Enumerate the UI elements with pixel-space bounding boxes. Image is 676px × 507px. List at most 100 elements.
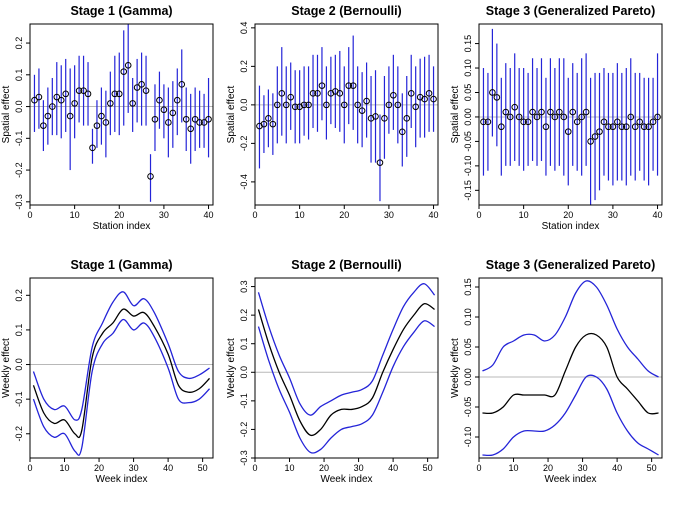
estimate-point xyxy=(498,123,505,131)
estimate-point xyxy=(71,100,78,107)
y-tick-label: 0.05 xyxy=(463,84,473,102)
estimate-line xyxy=(32,308,211,439)
estimate-point xyxy=(107,100,114,107)
plot-frame xyxy=(254,23,439,206)
estimate-point xyxy=(124,61,132,69)
estimate-point xyxy=(587,138,594,145)
estimate-point xyxy=(349,82,357,89)
y-tick-label: -0.3 xyxy=(14,194,24,210)
estimate-point xyxy=(654,113,661,121)
x-tick-label: 20 xyxy=(94,463,104,473)
estimate-point xyxy=(305,101,312,109)
estimate-point xyxy=(407,90,415,97)
estimate-point xyxy=(529,108,536,116)
y-tick-label: 0.1 xyxy=(14,324,24,337)
y-tick-label: -0.05 xyxy=(463,397,473,418)
y-tick-label: -0.10 xyxy=(463,156,473,177)
x-tick-label: 40 xyxy=(204,210,214,220)
y-tick-label: -0.1 xyxy=(14,131,24,147)
x-tick-label: 40 xyxy=(653,210,663,220)
panel-title: Stage 2 (Bernoulli) xyxy=(291,258,401,272)
estimate-point xyxy=(287,93,295,101)
estimate-point xyxy=(133,84,141,91)
y-tick-label: -0.4 xyxy=(239,174,249,190)
estimate-point xyxy=(358,107,366,114)
estimate-point xyxy=(520,118,527,126)
x-tick-label: 0 xyxy=(476,463,481,473)
estimate-point xyxy=(394,101,402,109)
estimate-point xyxy=(165,119,172,126)
panel-1: 0 10 20 30 40 -0.3 -0.2 -0.1 0.0 0.1 0.2 Stage 1 (G… xyxy=(1,4,214,232)
y-tick-label: -0.10 xyxy=(463,427,473,448)
estimate-point xyxy=(156,96,163,104)
y-axis-label: Weekly effect xyxy=(450,338,461,398)
estimate-point xyxy=(345,82,353,89)
x-tick-label: 10 xyxy=(285,463,295,473)
lower-band-line xyxy=(32,318,211,456)
estimate-point xyxy=(44,112,52,120)
estimate-point xyxy=(31,96,38,104)
estimate-point xyxy=(489,89,496,96)
y-tick-label: 0.0 xyxy=(14,358,24,371)
estimate-point xyxy=(205,115,212,123)
estimate-point xyxy=(542,123,550,131)
x-tick-label: 40 xyxy=(163,463,173,473)
estimate-point xyxy=(142,87,150,94)
panel-5: 0 10 20 30 40 50 -0.3 -0.2 -0.1 0.0 0.1 0.2 0.3 Stage… xyxy=(226,258,439,485)
plot-frame xyxy=(478,23,663,206)
estimate-point xyxy=(336,90,344,97)
x-tick-label: 10 xyxy=(70,210,80,220)
estimate-point xyxy=(66,112,74,120)
estimate-point xyxy=(75,87,83,94)
estimate-point xyxy=(372,113,379,120)
estimate-point xyxy=(314,90,321,97)
y-tick-label: 0.05 xyxy=(463,338,473,356)
estimate-point xyxy=(291,103,299,111)
estimate-point xyxy=(547,108,554,116)
y-tick-label: 0.0 xyxy=(239,99,249,112)
estimate-point xyxy=(129,100,136,107)
x-tick-label: 30 xyxy=(159,210,169,220)
x-axis-label: Week index xyxy=(320,474,372,485)
upper-band-line xyxy=(482,280,659,378)
estimate-point xyxy=(278,90,286,97)
y-tick-label: -0.2 xyxy=(14,426,24,442)
estimate-point xyxy=(502,108,510,116)
estimate-point xyxy=(551,113,559,121)
estimate-point xyxy=(538,108,545,116)
estimate-point xyxy=(35,93,43,101)
x-tick-label: 10 xyxy=(295,210,305,220)
estimate-point xyxy=(300,101,308,109)
panel-4: 0 10 20 30 40 50 -0.2 -0.1 0.0 0.1 0.2 Stage 1 (Gam… xyxy=(1,258,214,485)
estimate-point xyxy=(573,118,581,126)
y-tick-label: 0.10 xyxy=(463,308,473,326)
y-tick-label: 0.00 xyxy=(463,108,473,126)
y-tick-label: 0.1 xyxy=(239,337,249,350)
estimate-point xyxy=(480,118,487,126)
estimate-point xyxy=(618,123,626,131)
estimate-point xyxy=(645,123,652,131)
y-tick-label: -0.2 xyxy=(239,136,249,152)
estimate-point xyxy=(282,101,290,109)
x-tick-label: 30 xyxy=(384,210,394,220)
estimate-point xyxy=(425,90,433,97)
estimate-point xyxy=(596,128,603,135)
estimate-point xyxy=(111,90,119,98)
x-axis-label: Week index xyxy=(95,474,147,485)
y-tick-label: 0.00 xyxy=(463,368,473,386)
x-tick-label: 10 xyxy=(509,463,519,473)
plot-frame xyxy=(254,277,439,459)
x-tick-label: 20 xyxy=(339,210,349,220)
estimate-point xyxy=(80,87,87,94)
panel-title: Stage 2 (Bernoulli) xyxy=(291,4,401,18)
estimate-line xyxy=(257,302,435,437)
estimate-point xyxy=(274,101,281,109)
y-tick-label: 0.0 xyxy=(239,366,249,379)
lower-band-line xyxy=(257,320,435,454)
y-tick-label: 0.15 xyxy=(463,35,473,53)
x-axis-label: Station index xyxy=(93,221,151,232)
panel-title: Stage 1 (Gamma) xyxy=(70,4,172,18)
x-tick-label: 40 xyxy=(429,210,439,220)
estimate-point xyxy=(627,113,635,121)
y-axis-label: Weekly effect xyxy=(226,338,237,398)
